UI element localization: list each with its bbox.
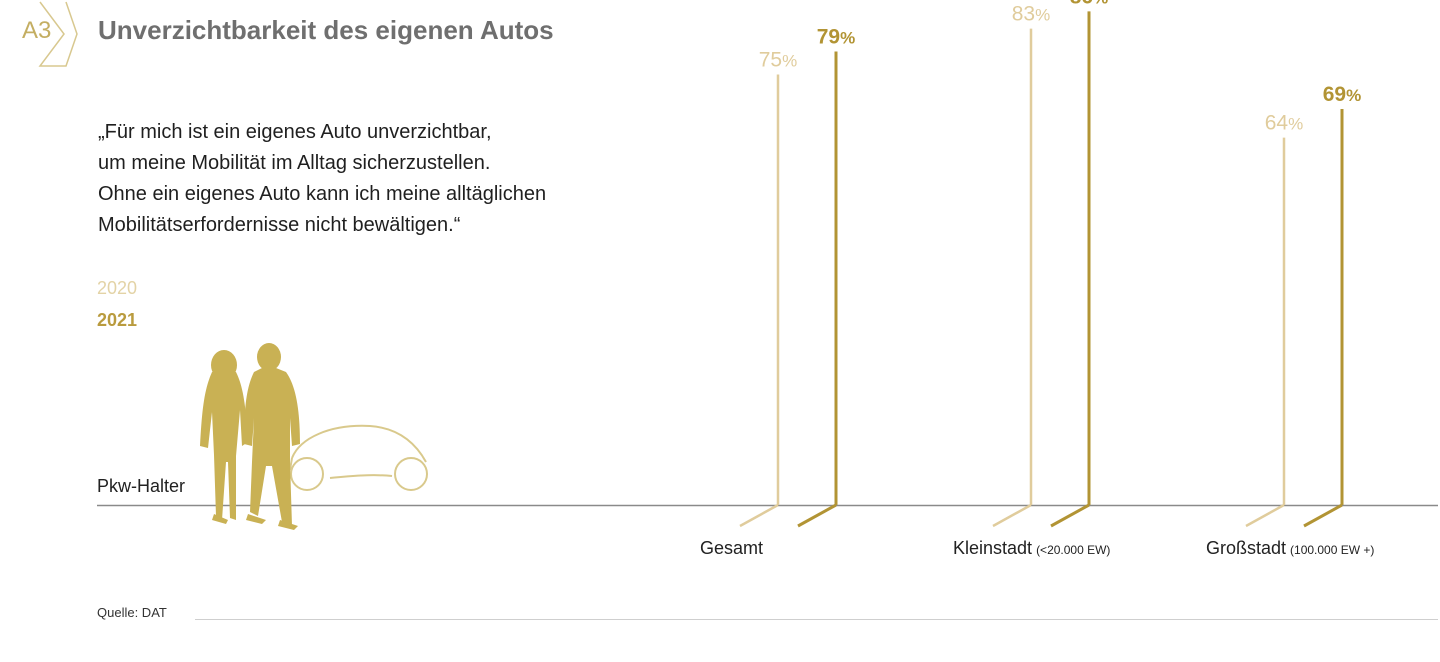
section-label: A3: [22, 17, 52, 44]
quote: „Für mich ist ein eigenes Auto unverzich…: [98, 117, 658, 241]
category-note: (100.000 EW +): [1290, 543, 1375, 557]
people-silhouette-icon: [200, 343, 300, 530]
value-label-2021-2: 69%: [1323, 83, 1361, 106]
legend-item-2020: 2020: [97, 278, 138, 298]
bar-foot-2020-2: [1245, 503, 1285, 528]
bar-foot-2021-1: [1050, 503, 1090, 528]
category-label-kleinstadt: Kleinstadt (<20.000 EW): [953, 538, 1110, 559]
quote-line: „Für mich ist ein eigenes Auto unverzich…: [98, 121, 492, 143]
quote-line: Mobilitätserfordernisse nicht bewältigen…: [98, 214, 461, 236]
bar-foot-2021-2: [1303, 503, 1343, 528]
value-label-2020-0: 75%: [759, 49, 797, 72]
source-note: Quelle: DAT: [97, 605, 167, 620]
category-label-gesamt: Gesamt: [700, 538, 763, 559]
value-label-2021-0: 79%: [817, 26, 855, 49]
car-outline-icon: [289, 424, 428, 491]
bars-group: 75% 83% 64% 79% 86% 69%: [739, 0, 1361, 528]
bar-foot-2020-1: [992, 503, 1032, 528]
bar-foot-2020-0: [739, 503, 779, 528]
chevron-right-icon: [38, 1, 78, 67]
value-label-2020-1: 83%: [1012, 3, 1050, 26]
value-label-2021-1: 86%: [1070, 0, 1108, 8]
category-main: Kleinstadt: [953, 538, 1033, 558]
category-main: Großstadt: [1206, 538, 1287, 558]
chart-title: Unverzichtbarkeit des eigenen Autos: [98, 15, 554, 45]
bar-foot-2021-0: [797, 503, 837, 528]
legend-item-2021: 2021: [97, 310, 138, 330]
category-main: Gesamt: [700, 538, 764, 558]
quote-line: um meine Mobilität im Alltag sicherzuste…: [98, 152, 491, 174]
quote-line: Ohne ein eigenes Auto kann ich meine all…: [98, 183, 547, 205]
category-label-grossstadt: Großstadt (100.000 EW +): [1206, 538, 1374, 559]
value-label-2020-2: 64%: [1265, 112, 1303, 135]
baseline-label: Pkw-Halter: [97, 476, 186, 496]
category-note: (<20.000 EW): [1036, 543, 1111, 557]
